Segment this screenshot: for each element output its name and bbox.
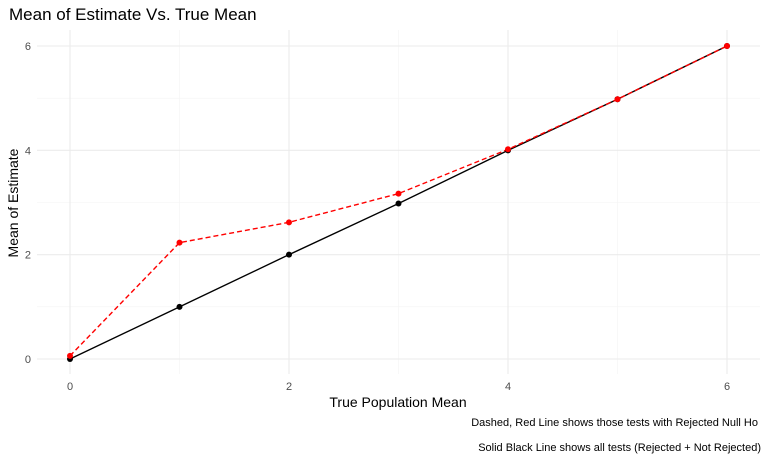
series-layer	[67, 43, 730, 362]
chart-title: Mean of Estimate Vs. True Mean	[9, 5, 257, 24]
x-axis-title: True Population Mean	[329, 394, 466, 410]
black-data-point	[286, 251, 292, 258]
y-tick-label: 0	[25, 354, 31, 366]
red-data-point	[176, 239, 183, 246]
red-data-point	[614, 96, 621, 103]
red-data-point	[505, 146, 511, 153]
y-tick-label: 6	[25, 41, 31, 53]
caption-red-line: Dashed, Red Line shows those tests with …	[471, 417, 758, 429]
black-data-point	[395, 200, 402, 207]
y-axis-title: Mean of Estimate	[5, 148, 21, 257]
x-tick-label: 0	[67, 381, 73, 393]
y-tick-label: 2	[25, 250, 31, 262]
red-data-point	[724, 43, 730, 49]
tick-layer: 0 2 4 6 0 2 4 6	[25, 41, 730, 393]
x-tick-label: 4	[505, 381, 511, 393]
x-tick-label: 6	[724, 381, 730, 393]
y-tick-label: 4	[25, 145, 31, 157]
black-data-point	[176, 303, 183, 310]
caption-black-line: Solid Black Line shows all tests (Reject…	[478, 442, 761, 454]
red-data-point	[67, 352, 73, 359]
red-data-point	[395, 190, 402, 197]
x-tick-label: 2	[286, 381, 292, 393]
red-data-point	[286, 219, 292, 226]
